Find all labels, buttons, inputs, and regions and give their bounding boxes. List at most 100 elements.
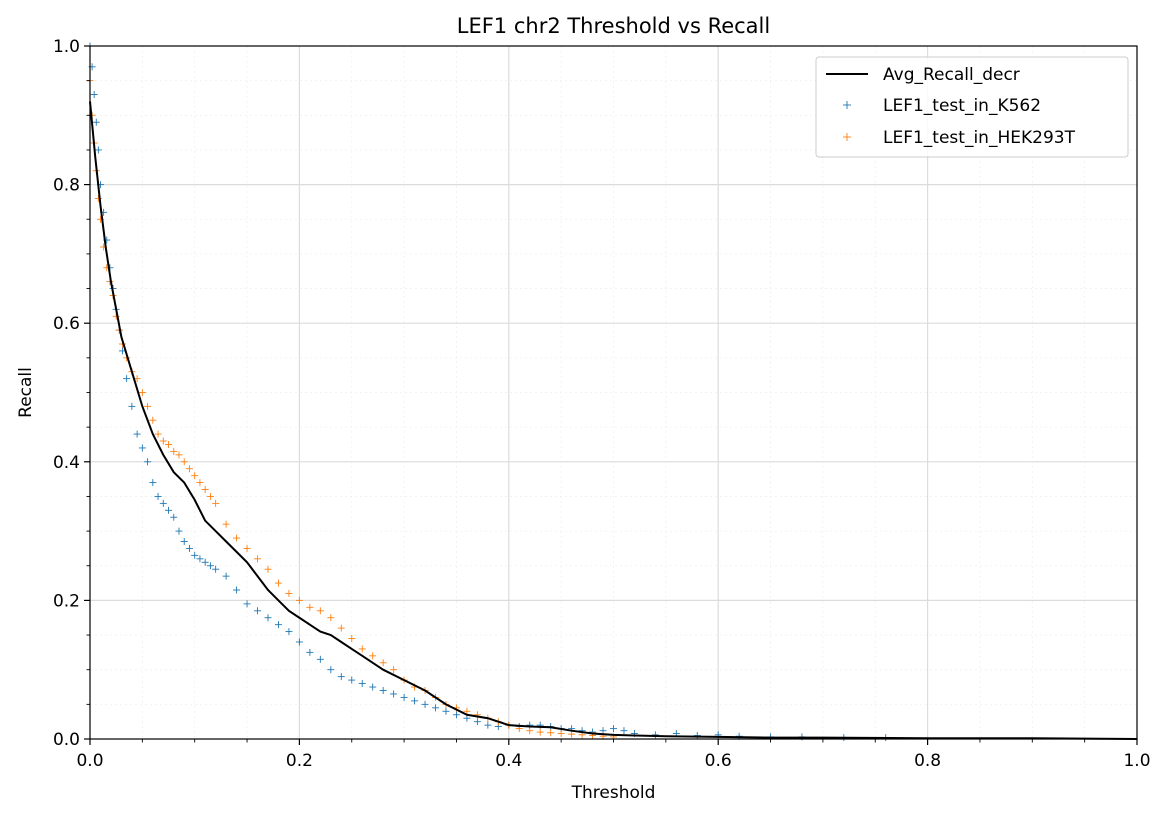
data-point <box>442 707 450 715</box>
data-point <box>390 690 398 698</box>
data-point <box>212 565 220 573</box>
series-line-avg-recall <box>89 101 1138 740</box>
legend-label-k562: LEF1_test_in_K562 <box>883 96 1041 116</box>
x-tick-label: 1.0 <box>1123 751 1150 771</box>
data-point <box>610 725 617 733</box>
data-point <box>92 118 100 126</box>
data-point <box>254 555 262 563</box>
data-point <box>201 558 209 566</box>
chart-title: LEF1 chr2 Threshold vs Recall <box>457 14 770 38</box>
data-point <box>254 607 262 615</box>
x-tick-label: 0.8 <box>914 751 941 771</box>
data-point <box>337 673 345 681</box>
y-tick-label: 0.6 <box>53 314 80 334</box>
data-point <box>379 686 387 694</box>
data-point <box>526 727 534 735</box>
data-point <box>170 447 178 455</box>
data-point <box>463 707 471 715</box>
data-point <box>306 648 314 656</box>
data-point <box>463 714 471 722</box>
data-point <box>233 534 241 542</box>
data-point <box>358 680 366 688</box>
major-grid <box>90 46 1137 739</box>
y-tick-label: 0.2 <box>53 591 80 611</box>
data-point <box>379 659 387 667</box>
data-point <box>274 579 282 587</box>
data-point <box>400 693 408 701</box>
data-point <box>180 537 188 545</box>
data-point <box>390 666 398 674</box>
data-point <box>222 520 230 528</box>
y-tick-label: 1.0 <box>53 37 80 57</box>
y-tick-label: 0.0 <box>53 730 80 750</box>
data-point <box>165 506 173 514</box>
data-point <box>568 730 576 738</box>
x-tick-label: 0.0 <box>76 751 103 771</box>
legend-marker <box>843 101 851 109</box>
data-point <box>264 614 272 622</box>
data-point <box>369 683 377 691</box>
data-point <box>411 697 419 705</box>
data-point <box>191 551 199 559</box>
data-point <box>154 492 162 500</box>
data-point <box>170 513 178 521</box>
y-axis-label: Recall <box>16 367 36 418</box>
data-point <box>316 607 324 615</box>
data-point <box>557 729 565 737</box>
data-point <box>243 600 251 608</box>
data-point <box>159 437 167 445</box>
data-point <box>144 458 152 466</box>
data-point <box>337 624 345 632</box>
y-tick-label: 0.8 <box>53 176 80 196</box>
data-point <box>348 676 356 684</box>
data-point <box>133 430 141 438</box>
series-k562 <box>86 42 890 742</box>
data-point <box>138 389 146 396</box>
data-point <box>327 666 335 674</box>
data-point <box>274 621 282 629</box>
data-point <box>128 402 136 410</box>
x-tick-label: 0.6 <box>705 751 732 771</box>
data-point <box>185 544 193 552</box>
data-point <box>196 555 204 563</box>
data-point <box>295 596 303 604</box>
legend-swatch-k562 <box>843 101 851 109</box>
data-point <box>432 704 440 712</box>
data-point <box>201 486 209 494</box>
data-point <box>165 440 173 448</box>
data-point <box>421 700 429 708</box>
ticks-layer: 0.0 0.2 0.4 0.6 0.8 1.0 0.0 0.2 0.4 0.6 0.8 1.0 <box>53 37 1151 771</box>
data-point <box>175 451 183 459</box>
data-point <box>191 472 199 480</box>
data-point <box>348 635 356 643</box>
data-point <box>285 628 293 636</box>
data-point <box>473 718 481 726</box>
legend-box <box>815 56 1129 158</box>
data-point <box>180 458 188 466</box>
data-point <box>154 430 162 438</box>
data-point <box>295 638 303 646</box>
data-point <box>369 652 377 660</box>
data-point <box>285 589 293 597</box>
data-point <box>123 375 131 383</box>
data-point <box>306 603 314 611</box>
data-point <box>175 527 183 535</box>
data-point <box>243 544 251 552</box>
data-point <box>358 645 366 653</box>
data-point <box>94 146 102 154</box>
data-point <box>196 479 204 487</box>
data-point <box>693 732 701 740</box>
data-point <box>316 655 324 663</box>
minor-grid <box>90 46 1137 739</box>
legend-label-avg-recall: Avg_Recall_decr <box>883 65 1020 85</box>
data-point <box>144 402 152 410</box>
data-point <box>212 499 220 507</box>
data-point <box>536 728 544 736</box>
x-axis-label: Threshold <box>571 783 656 803</box>
data-point <box>620 727 628 735</box>
y-tick-label: 0.4 <box>53 453 80 473</box>
data-point <box>452 711 460 719</box>
data-point <box>484 721 492 729</box>
